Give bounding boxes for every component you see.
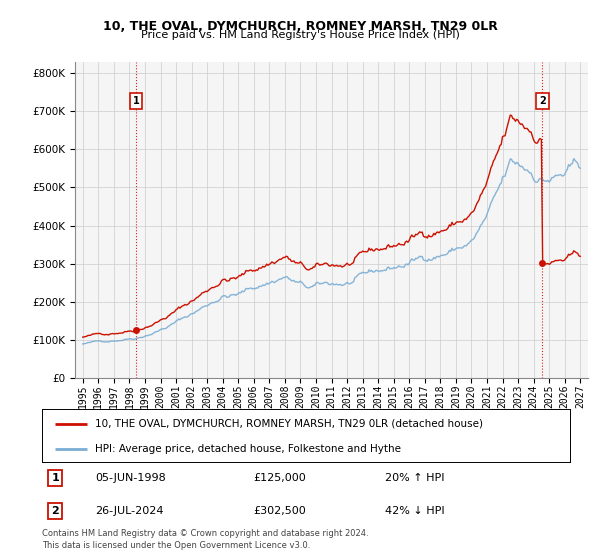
Text: 10, THE OVAL, DYMCHURCH, ROMNEY MARSH, TN29 0LR: 10, THE OVAL, DYMCHURCH, ROMNEY MARSH, T… bbox=[103, 20, 497, 32]
Text: 42% ↓ HPI: 42% ↓ HPI bbox=[385, 506, 445, 516]
Text: 2: 2 bbox=[52, 506, 59, 516]
Text: 2: 2 bbox=[539, 96, 546, 106]
Text: 1: 1 bbox=[52, 473, 59, 483]
Text: 10, THE OVAL, DYMCHURCH, ROMNEY MARSH, TN29 0LR (detached house): 10, THE OVAL, DYMCHURCH, ROMNEY MARSH, T… bbox=[95, 419, 483, 429]
Text: 26-JUL-2024: 26-JUL-2024 bbox=[95, 506, 163, 516]
Text: Price paid vs. HM Land Registry's House Price Index (HPI): Price paid vs. HM Land Registry's House … bbox=[140, 30, 460, 40]
Text: 05-JUN-1998: 05-JUN-1998 bbox=[95, 473, 166, 483]
Text: 20% ↑ HPI: 20% ↑ HPI bbox=[385, 473, 445, 483]
Text: £125,000: £125,000 bbox=[253, 473, 306, 483]
Text: Contains HM Land Registry data © Crown copyright and database right 2024.
This d: Contains HM Land Registry data © Crown c… bbox=[42, 529, 368, 550]
Text: HPI: Average price, detached house, Folkestone and Hythe: HPI: Average price, detached house, Folk… bbox=[95, 444, 401, 454]
Text: 1: 1 bbox=[133, 96, 139, 106]
Text: £302,500: £302,500 bbox=[253, 506, 306, 516]
